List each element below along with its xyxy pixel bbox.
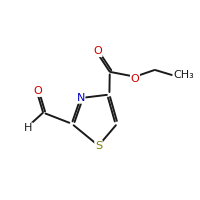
Text: H: H [24, 123, 32, 133]
Text: O: O [33, 86, 42, 96]
Text: S: S [95, 141, 102, 151]
Text: CH₃: CH₃ [174, 70, 195, 80]
Text: N: N [76, 93, 85, 103]
Text: O: O [131, 74, 139, 84]
Text: O: O [93, 46, 102, 56]
